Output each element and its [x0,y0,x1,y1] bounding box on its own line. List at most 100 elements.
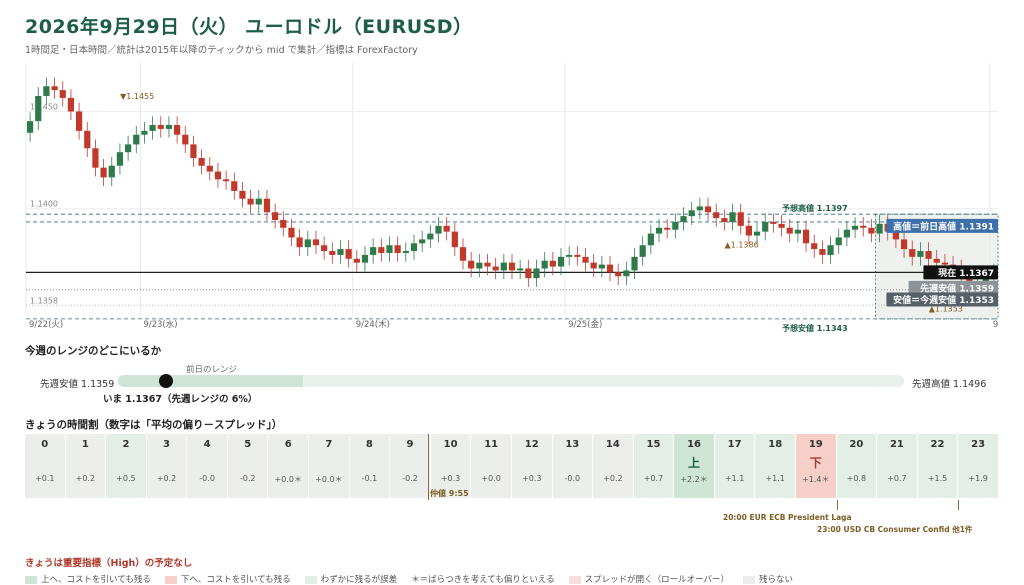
candle [933,258,940,263]
candle [247,198,254,205]
price-tag-label: 高値＝前日高値 1.1391 [893,220,994,232]
candle [868,227,875,234]
price-tag [886,218,998,233]
candle [443,225,450,232]
hour-number: 7 [325,439,333,450]
candle [296,237,303,248]
price-tag-label: 現在 1.1367 [938,267,994,279]
candle [623,270,630,277]
candle [394,245,401,253]
candle [312,239,320,246]
page-title: 2026年9月29日（火） ユーロドル（EURUSD） [25,16,473,38]
fixing-marker-label: 仲値 9:55 [430,489,469,498]
candle [525,268,532,279]
candle [435,225,442,234]
price-tag [886,292,998,307]
price-tag-label: 先週安値 1.1359 [920,282,994,294]
hour-bias-value: +1.5 [927,474,948,483]
candle [402,251,409,253]
candle [304,239,311,248]
candle [860,225,867,228]
candle [75,111,83,131]
candle [909,249,916,257]
candle [386,245,393,253]
hour-bias-value: +0.3 [440,474,461,483]
hour-number: 5 [244,439,252,450]
candle [272,212,279,221]
candle [598,264,605,269]
candle [664,227,671,230]
hour-bias-value: +2.2＊ [680,475,708,484]
range-heading: 今週のレンジのどこにいるか [25,345,162,357]
candle [925,251,932,259]
candle [484,262,491,267]
event-label: 23:00 USD CB Consumer Confid 他1件 [817,525,973,534]
candle [639,245,646,257]
candle [492,266,499,271]
event-marker [958,500,959,510]
candle [753,231,761,236]
hour-bias-value: -0.1 [361,474,378,483]
hour-cell-6: 6 +0.0＊ [268,434,310,498]
legend-item: ＊＝ばらつきを考えても偏りといえる [411,573,554,585]
date-label: 9 [993,320,998,330]
candle [606,264,614,273]
candle [67,97,75,112]
candle [696,206,703,211]
event-label: 20:00 EUR ECB President Laga [723,513,852,522]
hour-cell-1: 1 +0.2 [65,434,107,498]
legend-swatch [743,575,755,584]
hour-cell-22: 22 +1.5 [917,434,959,498]
hour-bias-value: +0.8 [846,474,867,483]
forecast-label: 予想安値 1.1343 [782,323,848,333]
hour-cell-0: 0 +0.1 [25,434,66,498]
hour-bias-value: +0.0 [481,474,501,483]
hour-bias-value: +0.1 [35,474,55,483]
hour-bias-value: -0.0 [199,474,215,483]
candle [778,223,785,228]
candle [917,251,924,257]
hour-number: 6 [284,439,292,450]
candle [549,260,556,267]
hour-number: 4 [203,439,211,450]
hour-number: 3 [163,439,170,450]
candle [198,157,205,166]
range-prev-day-label: 前日のレンジ [186,365,238,375]
hour-number: 15 [646,439,661,450]
candle [476,262,483,269]
candle [280,220,287,228]
hour-number: 19 [808,439,823,450]
y-tick-label: 1.1358 [30,296,58,305]
hour-cell-5: 5 -0.2 [227,434,269,498]
legend-label: 下へ、コストを引いても残る [180,575,291,585]
hour-cell-15: 15 +0.7 [633,434,675,498]
candle [35,95,42,122]
y-tick-label: 1.1400 [30,199,58,208]
candle [517,268,524,271]
candle [239,190,246,199]
candle [206,165,213,172]
candle [819,249,826,255]
candle [410,243,418,252]
hour-number: 20 [849,439,864,450]
hour-cell-8: 8 -0.1 [349,434,391,498]
candle [876,223,883,234]
date-label: 9/22(火) [29,320,63,330]
hour-cell-20: 20 +0.8 [836,434,878,498]
candle [941,262,949,265]
candle [370,247,377,255]
hour-cell-17: 17 +1.1 [714,434,756,498]
candle [353,258,360,263]
candle [827,245,834,255]
date-label: 9/23(水) [143,319,177,330]
hour-number: 16 [687,439,701,450]
hour-number: 0 [41,439,49,450]
candle [321,245,328,252]
legend-label: ＊＝ばらつきを考えても偏りといえる [411,575,555,585]
candle [92,148,99,168]
hour-signal: 上 [688,456,701,470]
candle [43,86,50,96]
candle [566,254,573,257]
price-annotation: ▼1.1455 [120,92,154,101]
candle [345,249,352,259]
